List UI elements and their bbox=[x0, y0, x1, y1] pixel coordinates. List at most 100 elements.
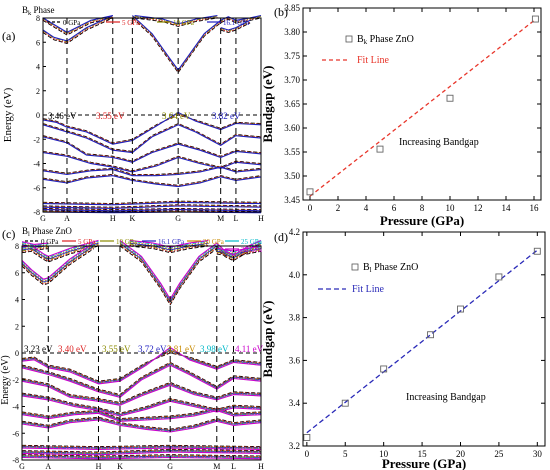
x-tick-label: 5 bbox=[343, 449, 348, 459]
band-line bbox=[21, 417, 262, 431]
y-tick-label: 8 bbox=[15, 242, 19, 251]
band-line bbox=[21, 245, 99, 263]
band-line bbox=[42, 175, 262, 188]
panel-c-label: (c) bbox=[2, 227, 15, 241]
data-point bbox=[427, 331, 434, 339]
band-line bbox=[129, 245, 209, 254]
panel-c-ylabel: Energy (eV) bbox=[0, 355, 11, 405]
band-line bbox=[119, 245, 262, 306]
y-tick-label: 3.6 bbox=[289, 355, 301, 365]
band-line bbox=[21, 393, 262, 415]
x-tick-label: 30 bbox=[533, 449, 543, 459]
gap-label: 3.72 eV bbox=[138, 344, 167, 354]
y-tick-label: 3.65 bbox=[284, 99, 300, 109]
band-line bbox=[21, 243, 99, 261]
band-line bbox=[21, 392, 262, 414]
band-line bbox=[42, 16, 113, 35]
band-line bbox=[216, 248, 262, 255]
scatter-d-legend-marker bbox=[351, 263, 359, 271]
band-line bbox=[21, 364, 262, 398]
x-tick-label: K bbox=[129, 214, 135, 223]
y-tick-label: 3.8 bbox=[289, 313, 301, 323]
y-tick-label: -4 bbox=[12, 403, 19, 412]
scatter-d-fit-line bbox=[306, 249, 538, 434]
x-tick-label: 10 bbox=[446, 203, 456, 213]
panel-b-label: (b) bbox=[274, 5, 288, 19]
band-line bbox=[21, 246, 94, 284]
legend-label: 5 GPa bbox=[78, 238, 96, 246]
x-tick-label: 20 bbox=[456, 449, 466, 459]
x-tick-label: 2 bbox=[336, 203, 341, 213]
band-line bbox=[21, 346, 262, 385]
x-tick-label: A bbox=[45, 462, 51, 470]
legend-label: 0 GPa bbox=[63, 19, 81, 27]
panel-a-ylabel: Energy (eV) bbox=[2, 87, 14, 142]
x-tick-label: 4 bbox=[364, 203, 369, 213]
band-line bbox=[21, 242, 99, 260]
y-tick-label: -4 bbox=[33, 160, 40, 169]
band-line bbox=[42, 204, 262, 209]
legend-label: 20 GPa bbox=[203, 238, 225, 246]
legend-label: 16.1 GPa bbox=[223, 19, 250, 27]
y-tick-label: 6 bbox=[15, 269, 19, 278]
gap-label: 3.40 eV bbox=[58, 344, 87, 354]
band-line bbox=[42, 16, 113, 44]
x-tick-label: 6 bbox=[392, 203, 397, 213]
band-line bbox=[42, 205, 262, 209]
scatter-d-legend-fit-label: Fit Line bbox=[352, 284, 385, 295]
band-line bbox=[21, 241, 99, 259]
band-line bbox=[42, 201, 262, 206]
x-tick-label: L bbox=[233, 214, 238, 223]
band-line bbox=[42, 201, 262, 205]
bands-c-frame bbox=[21, 245, 262, 461]
panel-c-title: Bl Phase ZnO bbox=[22, 226, 72, 238]
scatter-b-frame bbox=[302, 7, 542, 201]
data-point bbox=[457, 305, 464, 313]
y-tick-label: 3.80 bbox=[284, 27, 300, 37]
y-tick-label: 2 bbox=[15, 322, 19, 331]
x-tick-label: G bbox=[175, 214, 181, 223]
scatter-d-points bbox=[303, 247, 541, 441]
legend-label: 0 GPa bbox=[41, 238, 59, 246]
band-line bbox=[132, 14, 262, 71]
band-line bbox=[220, 21, 251, 33]
scatter-b-xlabel: Pressure (GPa) bbox=[380, 213, 464, 228]
band-line bbox=[42, 209, 262, 212]
band-line bbox=[134, 17, 218, 27]
legend-label: 10 GPa bbox=[116, 238, 138, 246]
scatter-b-annotation: Increasing Bandgap bbox=[399, 137, 479, 148]
band-line bbox=[42, 152, 262, 173]
y-tick-label: 3.75 bbox=[284, 51, 300, 61]
y-tick-label: 3.50 bbox=[284, 171, 300, 181]
band-line bbox=[119, 244, 262, 305]
y-tick-label: 3.2 bbox=[289, 441, 300, 451]
band-line bbox=[21, 394, 262, 416]
data-point bbox=[495, 273, 503, 281]
band-line bbox=[42, 135, 262, 162]
scatter-b-legend-label: Bk Phase ZnO bbox=[357, 34, 414, 46]
x-tick-label: H bbox=[258, 214, 264, 223]
x-tick-label: K bbox=[117, 462, 123, 470]
band-line bbox=[42, 151, 262, 172]
bands-c-ticks: -8 -6 -4 -2 0 2 4 6 8 G A H K G M L H bbox=[12, 242, 264, 470]
scatter-b-fit-line bbox=[309, 19, 536, 197]
x-tick-label: A bbox=[64, 214, 70, 223]
y-tick-label: 3.4 bbox=[289, 398, 301, 408]
panel-b: (b) 0 2 4 6 8 10 12 14 16 3.45 3.50 3.55 3.60 3.65 3.7… bbox=[260, 3, 542, 228]
data-point bbox=[533, 247, 541, 255]
band-line bbox=[21, 395, 262, 417]
gap-label: 3.46 eV bbox=[48, 111, 77, 121]
panel-c: (c) Bl Phase ZnO -8 -6 -4 -2 0 2 4 6 8 G A H K G M L H 0… bbox=[0, 226, 264, 470]
band-line bbox=[21, 245, 94, 283]
x-tick-label: M bbox=[217, 214, 224, 223]
band-line bbox=[21, 244, 94, 282]
scatter-d-legend-label: Bl Phase ZnO bbox=[363, 262, 418, 274]
band-line bbox=[21, 394, 262, 416]
band-line bbox=[119, 239, 262, 300]
x-tick-label: H bbox=[96, 462, 102, 470]
panel-d: (d) 0 5 10 15 20 25 30 3.2 3.4 3.6 3.8 4.0 4.2 Bl Ph… bbox=[260, 227, 546, 470]
gap-label: 3.81 eV bbox=[167, 344, 196, 354]
x-tick-label: G bbox=[19, 462, 25, 470]
band-line bbox=[21, 456, 262, 460]
